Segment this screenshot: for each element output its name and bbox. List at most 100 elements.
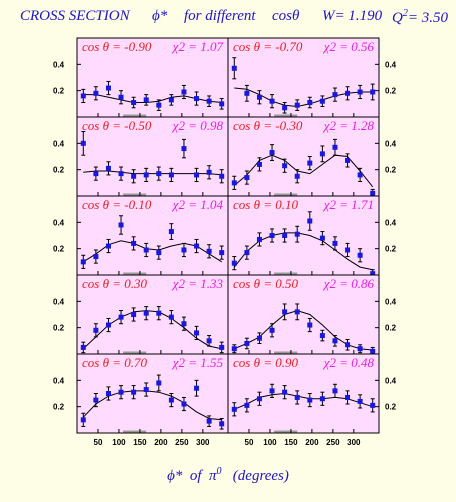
data-point xyxy=(181,146,187,152)
data-point xyxy=(294,173,300,179)
y-tick-label: 0.2 xyxy=(53,87,65,96)
panel-7-cos-label: cos θ = 0.30 xyxy=(82,276,147,291)
data-point xyxy=(282,389,288,395)
data-point xyxy=(206,418,212,424)
data-point xyxy=(345,394,351,400)
data-point xyxy=(332,144,338,150)
data-point xyxy=(118,94,124,100)
data-point xyxy=(118,389,124,395)
x-tick-label: 250 xyxy=(175,438,189,447)
data-point xyxy=(143,97,149,103)
data-point xyxy=(319,151,325,157)
data-point xyxy=(219,101,225,107)
data-point xyxy=(294,394,300,400)
data-point xyxy=(256,335,262,341)
data-point xyxy=(332,240,338,246)
y-tick-label: 0.4 xyxy=(53,139,65,148)
x-title-phi: ϕ* xyxy=(167,468,183,484)
data-point xyxy=(93,90,99,96)
y-tick-label: 0.2 xyxy=(53,403,65,412)
data-point xyxy=(357,398,363,404)
panel-9-chi-label: χ2 = 1.55 xyxy=(171,355,224,370)
panel-9-fit-curve xyxy=(82,390,222,421)
data-point xyxy=(332,92,338,98)
data-point xyxy=(307,322,313,328)
data-point xyxy=(282,163,288,169)
data-point xyxy=(357,252,363,258)
data-point xyxy=(156,380,162,386)
data-point xyxy=(131,240,137,246)
data-point xyxy=(219,173,225,179)
panel-10-chi-label: χ2 = 0.48 xyxy=(322,355,375,370)
panel-2 xyxy=(227,37,380,118)
y-tick-label: 0.2 xyxy=(385,403,397,412)
panel-3-cos-label: cos θ = -0.50 xyxy=(82,118,152,133)
data-point xyxy=(143,310,149,316)
x-tick-label: 100 xyxy=(263,438,277,447)
data-point xyxy=(256,396,262,402)
panel-5-cos-label: cos θ = -0.10 xyxy=(82,197,152,212)
data-point xyxy=(168,172,174,178)
y-tick-label: 0.4 xyxy=(385,218,397,227)
panel-2-cos-label: cos θ = -0.70 xyxy=(233,39,303,54)
data-point xyxy=(345,157,351,163)
panel-1 xyxy=(76,37,229,118)
data-point xyxy=(206,169,212,175)
data-point xyxy=(231,260,237,266)
data-point xyxy=(256,94,262,100)
panel-6 xyxy=(227,195,380,276)
panel-10 xyxy=(227,353,380,434)
data-point xyxy=(370,348,376,354)
panel-3-chi-label: χ2 = 0.98 xyxy=(171,118,224,133)
data-point xyxy=(105,165,111,171)
data-point xyxy=(181,321,187,327)
x-tick-label: 300 xyxy=(196,438,210,447)
data-point xyxy=(332,338,338,344)
y-tick-label: 0.2 xyxy=(53,245,65,254)
data-point xyxy=(80,93,86,99)
data-point xyxy=(345,90,351,96)
panel-6-cos-label: cos θ = 0.10 xyxy=(233,197,298,212)
panel-4-cos-label: cos θ = -0.30 xyxy=(233,118,303,133)
data-point xyxy=(357,346,363,352)
panel-6-chi-label: χ2 = 1.71 xyxy=(322,197,374,212)
header-w-label: W= 1.190 xyxy=(322,8,383,24)
data-point xyxy=(219,344,225,350)
y-tick-label: 0.2 xyxy=(385,245,397,254)
panel-9 xyxy=(76,353,229,434)
data-point xyxy=(118,222,124,228)
x-title-pi-exp: 0 xyxy=(216,466,222,477)
data-point xyxy=(143,247,149,253)
y-tick-label: 0.4 xyxy=(53,376,65,385)
data-point xyxy=(345,247,351,253)
data-point xyxy=(282,309,288,315)
data-point xyxy=(269,150,275,156)
panel-7-chi-label: χ2 = 1.33 xyxy=(171,276,224,291)
data-point xyxy=(181,401,187,407)
data-point xyxy=(357,89,363,95)
data-point xyxy=(370,89,376,95)
x-tick-label: 300 xyxy=(347,438,361,447)
panel-7 xyxy=(76,274,229,355)
data-point xyxy=(206,98,212,104)
data-point xyxy=(231,406,237,412)
data-point xyxy=(244,340,250,346)
header-label: CROSS SECTION xyxy=(20,8,130,24)
x-tick-label: 250 xyxy=(326,438,340,447)
x-title-units: (degrees) xyxy=(232,468,289,484)
y-tick-label: 0.4 xyxy=(385,297,397,306)
data-point xyxy=(194,96,200,102)
data-point xyxy=(319,396,325,402)
data-point xyxy=(143,172,149,178)
data-point xyxy=(206,248,212,254)
data-point xyxy=(307,100,313,106)
data-point xyxy=(319,235,325,241)
data-point xyxy=(256,161,262,167)
data-point xyxy=(219,421,225,427)
data-point xyxy=(269,233,275,238)
data-point xyxy=(131,312,137,317)
data-point xyxy=(156,171,162,177)
x-tick-label: 150 xyxy=(284,438,298,447)
data-point xyxy=(80,417,86,423)
